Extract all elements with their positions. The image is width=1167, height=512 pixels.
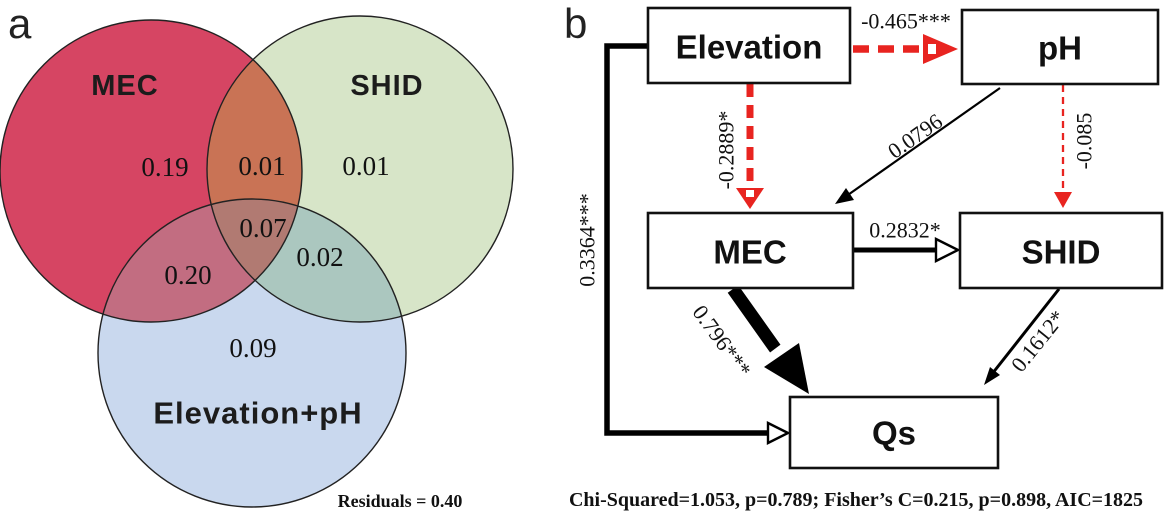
coef-elevation-to-mec: -0.2889*: [714, 111, 739, 190]
venn-value-mec-shid: 0.01: [238, 151, 285, 181]
venn-outline-elevph: [97, 198, 407, 508]
arrowhead-notch: [746, 190, 754, 197]
path-shid-to-qs: [990, 288, 1061, 375]
node-qs: [788, 395, 1000, 470]
venn-value-mec: 0.19: [141, 152, 188, 182]
venn-overlap-shid-elevph: [207, 199, 406, 322]
venn-residuals-label: Residuals = 0.40: [338, 491, 463, 511]
node-ph: [960, 8, 1160, 86]
panel-b-letter: b: [564, 0, 587, 47]
coef-ph-to-mec: 0.0796: [883, 108, 947, 163]
venn-value-shid-elevph: 0.02: [296, 242, 343, 272]
node-shid: [958, 211, 1164, 290]
sem-fit-statistics: Chi-Squared=1.053, p=0.789; Fisher’s C=0…: [569, 489, 1143, 511]
arrowhead-elevation-to-qs: [766, 421, 791, 445]
node-shid-label: SHID: [1022, 234, 1101, 271]
node-ph-label: pH: [1038, 30, 1082, 67]
venn-value-mec-elevph: 0.20: [164, 260, 211, 290]
arrowhead-notch: [767, 342, 787, 360]
venn-outline-shid: [206, 15, 514, 323]
coef-elevation-to-ph: -0.465***: [861, 9, 951, 34]
node-elevation-label: Elevation: [676, 29, 823, 66]
venn-label-mec: MEC: [91, 70, 158, 102]
arrowhead-elevation-to-ph: [923, 34, 958, 64]
coef-mec-to-shid: 0.2832*: [869, 218, 941, 243]
venn-label-elevph: Elevation+pH: [153, 396, 362, 431]
arrowhead-notch: [928, 44, 936, 54]
venn-value-shid: 0.01: [342, 151, 389, 181]
path-mec-to-qs: [727, 285, 783, 355]
panel-a-letter: a: [8, 0, 32, 47]
node-mec-label: MEC: [713, 234, 786, 271]
arrowhead-ph-to-shid: [1054, 192, 1072, 208]
venn-overlap-mec-elevph: [98, 199, 302, 322]
arrowhead-ph-to-mec: [835, 188, 854, 204]
arrowhead-mec-to-qs: [764, 343, 809, 394]
venn-outline-mec: [0, 19, 303, 323]
coef-elevation-to-qs: 0.3364***: [575, 193, 600, 287]
arrowhead-shid-to-qs: [984, 367, 1000, 385]
arrowhead-elevation-to-mec: [736, 188, 764, 209]
node-elevation: [646, 6, 852, 85]
node-qs-label: Qs: [872, 415, 916, 452]
venn-label-shid: SHID: [350, 70, 423, 102]
arrowhead-mec-to-shid: [934, 237, 961, 263]
venn-value-elevph: 0.09: [229, 333, 276, 363]
venn-value-all-three: 0.07: [239, 213, 286, 243]
node-mec: [646, 211, 855, 290]
path-ph-to-mec: [844, 87, 1001, 198]
path-elevation-to-qs: [604, 43, 771, 436]
coef-ph-to-shid: -0.085: [1072, 113, 1097, 170]
